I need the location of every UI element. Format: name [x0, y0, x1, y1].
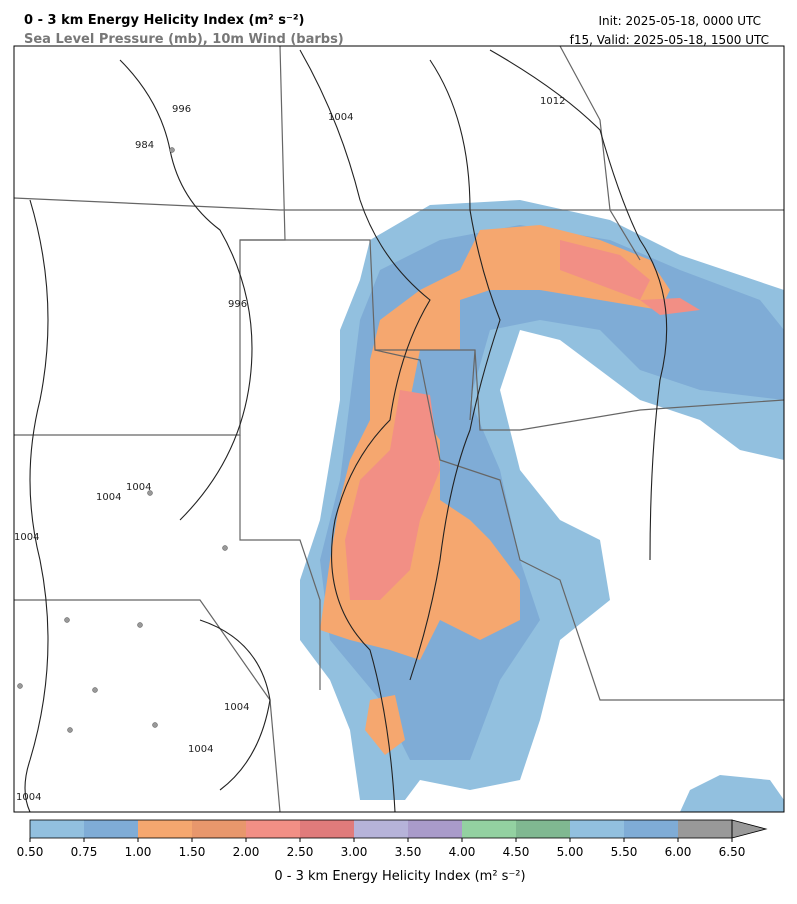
contour-label: 1004 — [14, 532, 39, 543]
colorbar-tick-label: 4.00 — [449, 845, 476, 859]
colorbar-tick-label: 2.00 — [233, 845, 260, 859]
colorbar-tick-label: 2.50 — [287, 845, 314, 859]
contour-label: 1004 — [328, 112, 353, 123]
colorbar-segment — [30, 820, 85, 838]
colorbar-segment — [462, 820, 517, 838]
colorbar-tick-label: 4.50 — [503, 845, 530, 859]
contour-label: 996 — [172, 104, 191, 115]
contour-label: 1004 — [188, 744, 213, 755]
colorbar-tick-label: 0.50 — [17, 845, 44, 859]
colorbar-tick-label: 6.50 — [719, 845, 746, 859]
colorbar-label: 0 - 3 km Energy Helicity Index (m² s⁻²) — [274, 869, 525, 884]
colorbar-segment — [354, 820, 409, 838]
map: 984 996 1004 1012 996 1004 1004 1004 100… — [13, 45, 785, 813]
colorbar-segment — [300, 820, 355, 838]
helicity-field — [680, 775, 784, 812]
colorbar-segment — [570, 820, 625, 838]
colorbar-tick-label: 1.50 — [179, 845, 206, 859]
contour-label: 1004 — [126, 482, 151, 493]
contour-label: 1004 — [224, 702, 249, 713]
state-borders — [14, 46, 784, 812]
colorbar-segment — [678, 820, 733, 838]
colorbar-extend — [731, 819, 768, 839]
colorbar-tick-label: 6.00 — [665, 845, 692, 859]
colorbar-tick-label: 1.00 — [125, 845, 152, 859]
valid-time: f15, Valid: 2025-05-18, 1500 UTC — [570, 33, 769, 47]
init-time: Init: 2025-05-18, 0000 UTC — [598, 14, 761, 28]
colorbar-segment — [246, 820, 301, 838]
contour-label: 1004 — [96, 492, 121, 503]
colorbar-segment — [192, 820, 247, 838]
colorbar-segment — [138, 820, 193, 838]
colorbar: 0.50 0.75 1.00 1.50 2.00 2.50 3.00 3.50 4.00 4.50… — [17, 819, 768, 859]
map-frame — [13, 45, 785, 813]
colorbar-tick-label: 3.50 — [395, 845, 422, 859]
colorbar-segment — [624, 820, 679, 838]
helicity-field — [640, 298, 700, 315]
colorbar-frame — [29, 819, 733, 839]
colorbar-segment — [516, 820, 571, 838]
colorbar-tick-label: 3.00 — [341, 845, 368, 859]
colorbar-tick-label: 0.75 — [71, 845, 98, 859]
helicity-field — [560, 240, 650, 300]
colorbar-tick-label: 5.00 — [557, 845, 584, 859]
contour-label: 1004 — [16, 792, 41, 803]
isobars — [24, 49, 668, 812]
helicity-field — [365, 695, 405, 755]
stations — [17, 147, 228, 733]
colorbar-segment — [84, 820, 139, 838]
contour-label: 1012 — [540, 96, 565, 107]
colorbar-segment — [408, 820, 463, 838]
title: 0 - 3 km Energy Helicity Index (m² s⁻²) — [24, 13, 305, 28]
contour-label: 996 — [228, 299, 247, 310]
helicity-field — [345, 390, 440, 600]
colorbar-tick-label: 5.50 — [611, 845, 638, 859]
contour-label: 984 — [135, 140, 154, 151]
subtitle: Sea Level Pressure (mb), 10m Wind (barbs… — [24, 32, 344, 47]
